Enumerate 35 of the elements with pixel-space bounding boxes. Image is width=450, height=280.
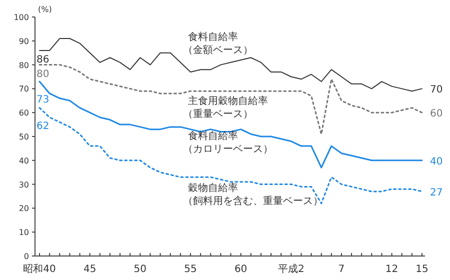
data-label: 27 xyxy=(430,187,443,198)
y-tick-label: 30 xyxy=(18,180,29,190)
y-tick-label: 0 xyxy=(24,252,29,261)
y-tick-label: 90 xyxy=(18,36,29,46)
x-tick-label: 7 xyxy=(338,264,345,275)
data-label: 62 xyxy=(36,120,50,132)
series-label: 食料自給率（金額ベース） xyxy=(183,31,253,56)
x-tick-label: 平成2 xyxy=(278,263,304,275)
line-series xyxy=(38,107,423,204)
x-tick-label: 50 xyxy=(134,264,147,275)
y-tick-label: 50 xyxy=(18,132,29,142)
data-label: 80 xyxy=(36,68,50,80)
y-tick-label: 40 xyxy=(18,156,29,166)
series-label: 穀物自給率（飼料用を含む、重量ベース） xyxy=(183,182,323,207)
y-tick-label: 20 xyxy=(18,204,29,214)
series-label: 食料自給率（カロリーベース） xyxy=(183,130,273,155)
y-tick-label: 100 xyxy=(14,13,29,22)
x-tick-label: 12 xyxy=(385,264,398,275)
x-tick-label: 15 xyxy=(416,264,428,275)
line-series xyxy=(38,80,423,168)
y-tick-label: 70 xyxy=(18,84,29,94)
y-axis-title: (%) xyxy=(38,5,52,14)
data-label: 40 xyxy=(430,156,443,168)
y-tick-label: 60 xyxy=(18,108,29,118)
x-tick-label: 60 xyxy=(234,264,248,275)
x-tick-label: 55 xyxy=(184,264,197,275)
x-tick-label: 45 xyxy=(83,264,96,275)
series-label: 主食用穀物自給率（重量ベース） xyxy=(183,95,268,120)
y-tick-label: 10 xyxy=(18,228,29,238)
x-tick-label: 昭和40 xyxy=(23,263,56,275)
y-tick-label: 80 xyxy=(18,60,29,70)
data-label: 86 xyxy=(36,54,50,66)
data-label: 73 xyxy=(36,94,50,106)
data-label: 70 xyxy=(430,84,443,96)
data-label: 60 xyxy=(430,108,443,120)
